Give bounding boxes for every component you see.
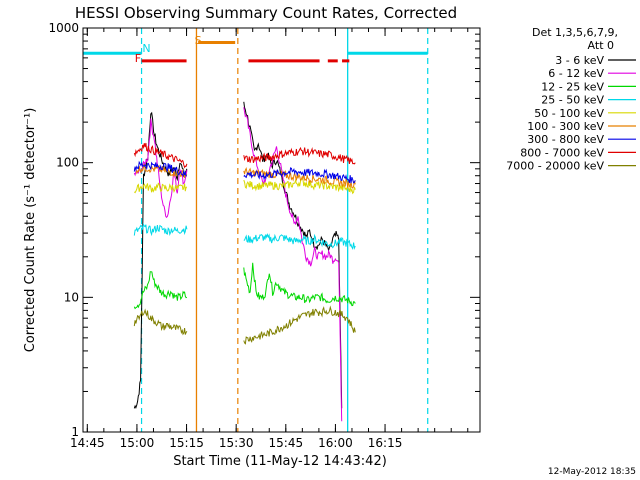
x-tick-label: 16:15 [368, 436, 403, 450]
legend-entry-label: 12 - 25 keV [541, 80, 604, 93]
legend-entry-label: 300 - 800 keV [527, 133, 604, 146]
y-tick-label: 10 [64, 290, 79, 304]
x-tick-label: 16:00 [318, 436, 353, 450]
legend-title-line: Det 1,3,5,6,7,9, [532, 26, 618, 39]
x-tick-label: 15:15 [169, 436, 204, 450]
y-tick-label: 1 [71, 425, 79, 439]
series-line [133, 163, 356, 189]
legend-entry-label: 7000 - 20000 keV [506, 160, 604, 173]
legend-entry-label: 100 - 300 keV [527, 120, 604, 133]
x-axis-label: Start Time (11-May-12 14:43:42) [173, 454, 387, 469]
x-tick-label: 14:45 [70, 436, 105, 450]
legend-entry-label: 800 - 7000 keV [520, 146, 604, 159]
y-axis-label: Corrected Count Rate (s⁻¹ detector⁻¹) [23, 108, 38, 353]
y-tick-label: 1000 [48, 21, 79, 35]
flag-layer: NF S [83, 28, 429, 432]
legend-entry-label: 6 - 12 keV [548, 67, 604, 80]
series-line [133, 178, 356, 195]
series-line [133, 305, 356, 345]
flag-marker-label: N [142, 42, 150, 55]
legend-entry-label: 50 - 100 keV [534, 107, 604, 120]
legend-entry-label: 25 - 50 keV [541, 94, 604, 107]
series-line [133, 160, 356, 184]
x-tick-label: 15:30 [219, 436, 254, 450]
flag-marker-label: F [135, 52, 141, 65]
legend-title-line: Att 0 [588, 39, 614, 52]
y-tick-label: 100 [56, 156, 79, 170]
axis-layer: 14:45 15:00 15:15 15:30 15:45 16:00 16:15 1 10 10… [48, 21, 480, 450]
series-line [133, 142, 356, 169]
series-line [133, 223, 356, 251]
x-tick-label: 15:00 [120, 436, 155, 450]
series-line [133, 262, 356, 310]
legend-entry-label: 3 - 6 keV [555, 54, 604, 67]
footer-timestamp: 12-May-2012 18:35 [548, 467, 636, 477]
flag-marker-label: S [195, 34, 202, 47]
series-layer [133, 101, 356, 422]
chart-title: HESSI Observing Summary Count Rates, Cor… [75, 4, 457, 22]
plot-frame [82, 27, 481, 433]
x-tick-label: 15:45 [269, 436, 304, 450]
